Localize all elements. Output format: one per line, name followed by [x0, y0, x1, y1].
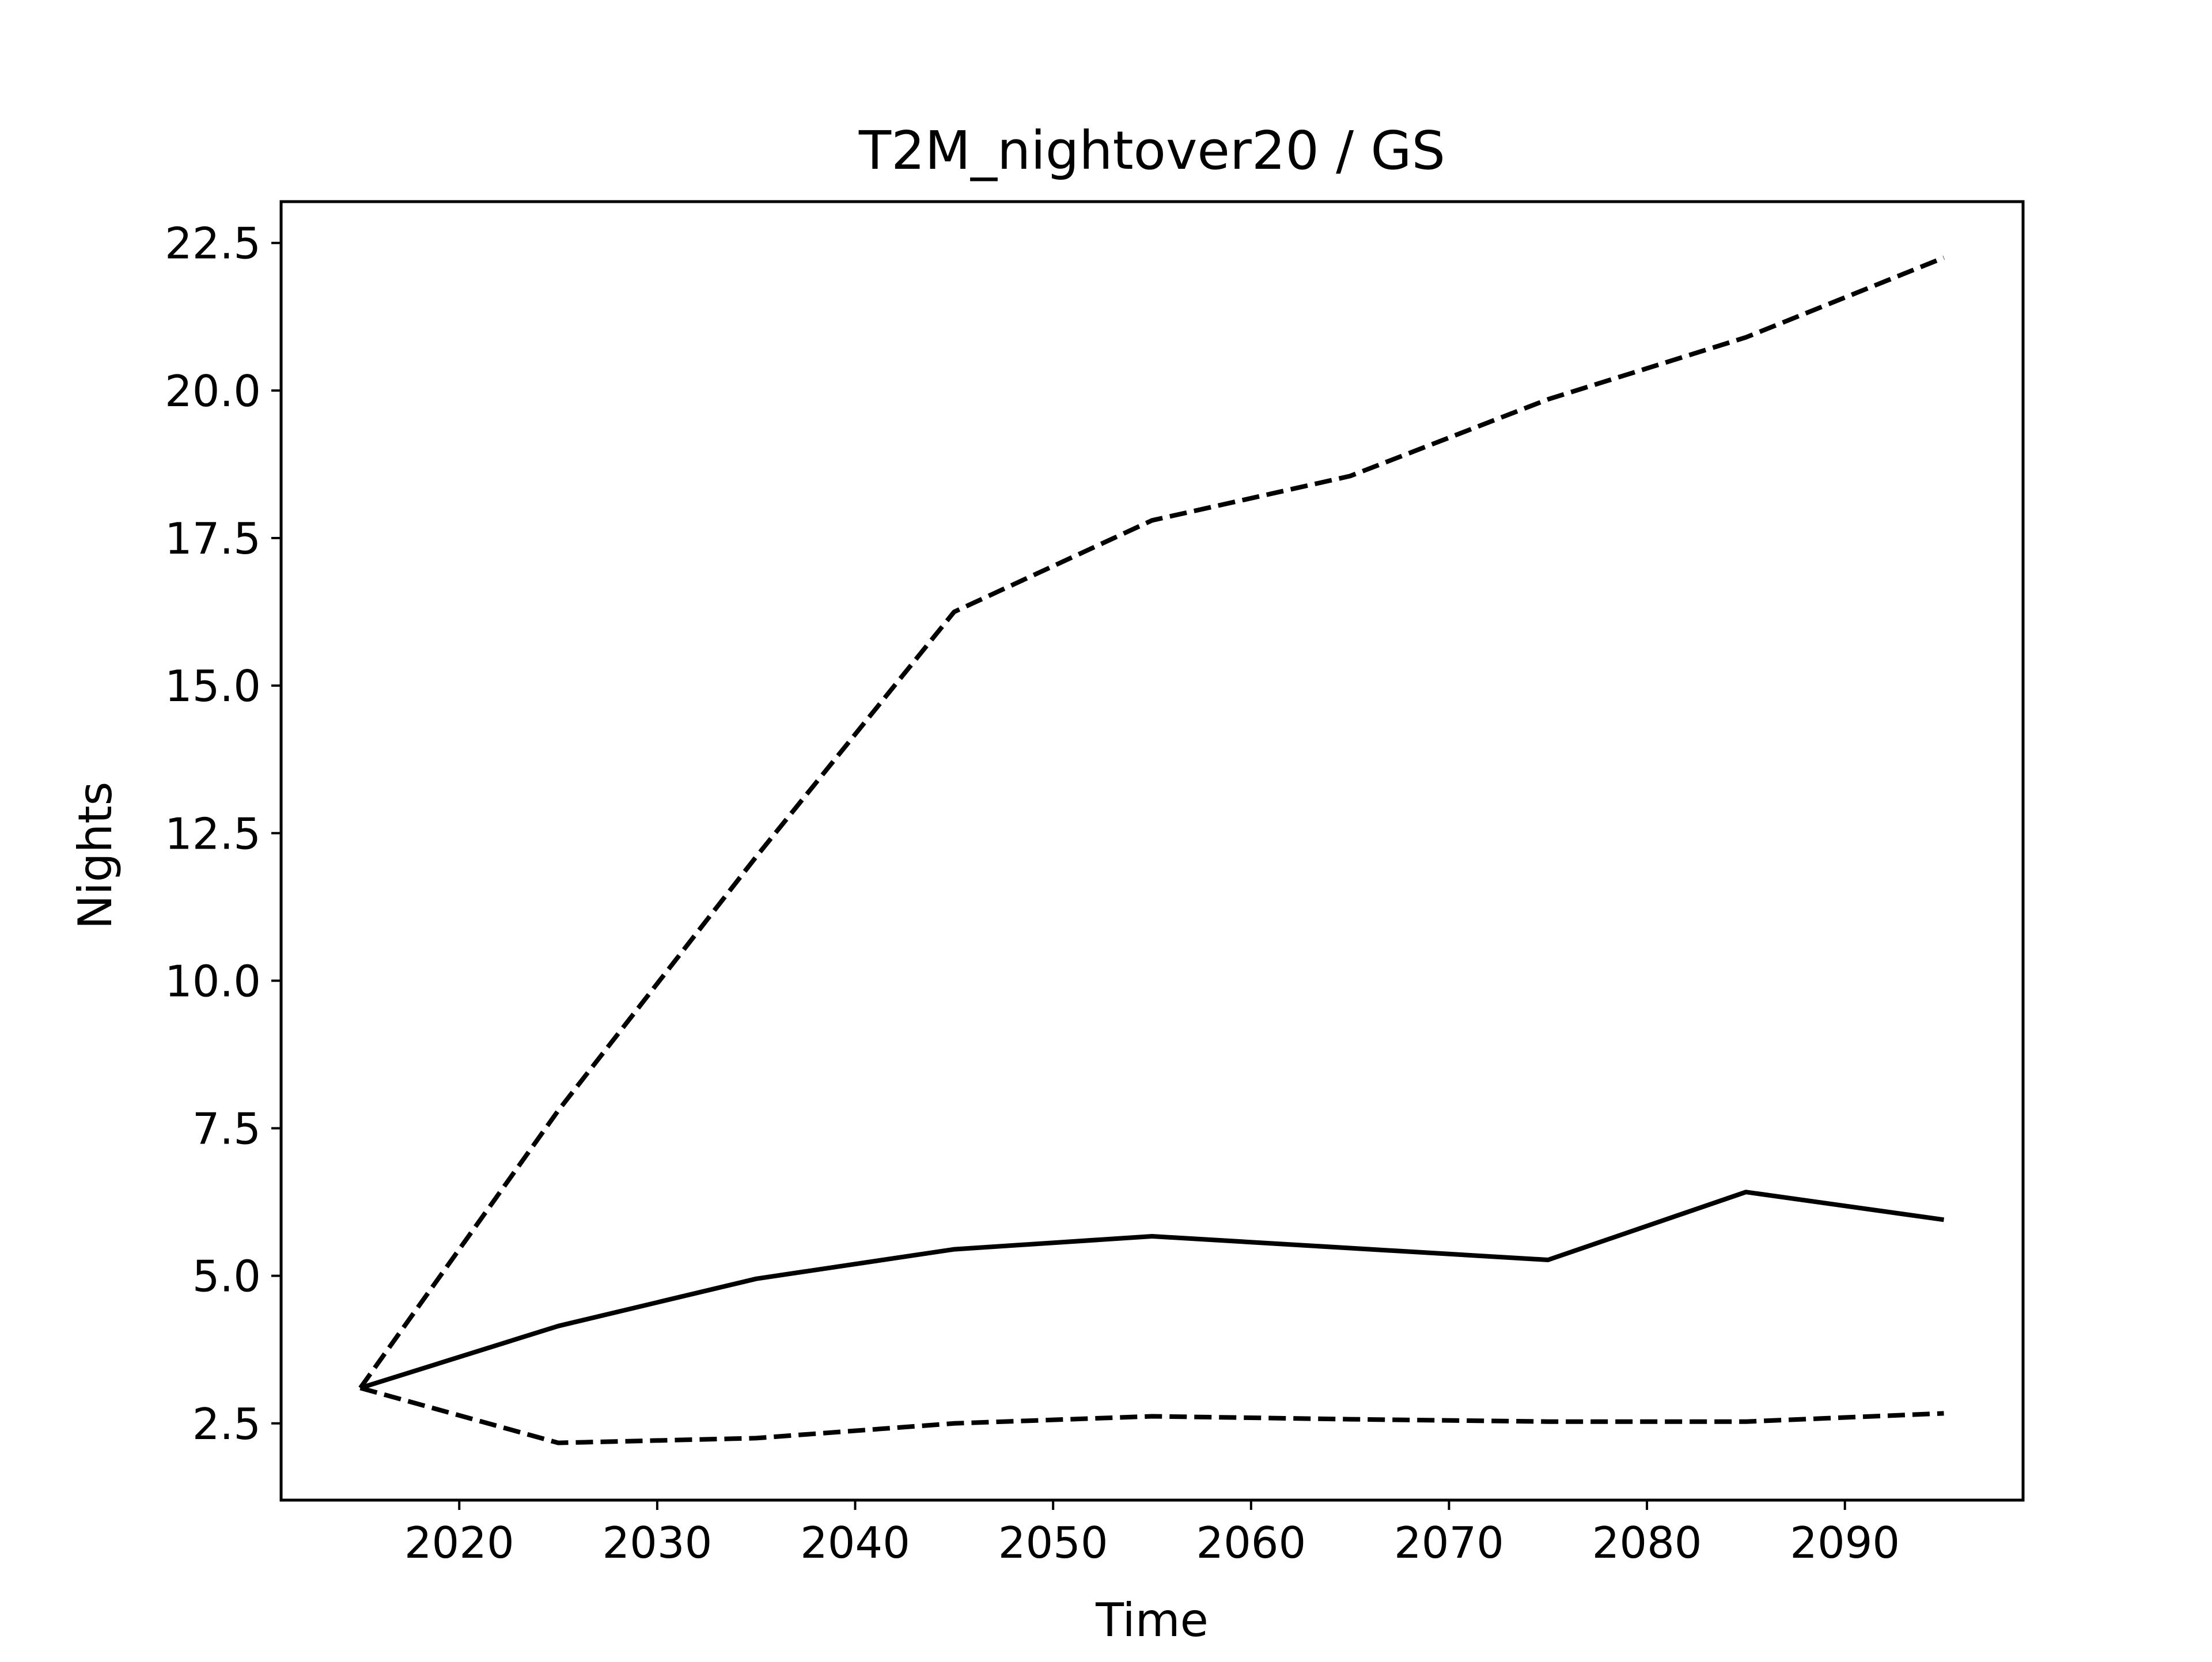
ticks-layer: 2020 2030 2040 2050 2060 2070 2080 2090 2.5 5.0 7.…: [165, 218, 1900, 1568]
chart-title: T2M_nightover20 / GS: [858, 120, 1445, 181]
x-tick-label: 2080: [1592, 1517, 1702, 1568]
y-axis-label: Nights: [69, 782, 122, 930]
x-axis-label: Time: [1095, 1593, 1209, 1647]
y-tick-label: 20.0: [165, 366, 261, 417]
y-tick-label: 15.0: [165, 661, 261, 711]
solid-series-line-0: [359, 1190, 1945, 1391]
y-tick-label: 22.5: [165, 218, 261, 269]
x-tick-label: 2070: [1394, 1517, 1504, 1568]
x-tick-label: 2040: [800, 1517, 910, 1568]
x-tick-label: 2050: [998, 1517, 1108, 1568]
y-tick-label: 7.5: [192, 1104, 261, 1154]
x-tick-label: 2060: [1196, 1517, 1306, 1568]
x-tick-label: 2030: [602, 1517, 712, 1568]
y-tick-label: 17.5: [165, 513, 261, 564]
dashed-series-line-1: [358, 255, 1945, 1390]
dashed-series-line-2: [359, 1385, 1944, 1445]
series-layer: [358, 255, 1945, 1445]
plot-frame: [279, 200, 2025, 1502]
y-tick-label: 12.5: [165, 808, 261, 859]
x-tick-label: 2090: [1790, 1517, 1900, 1568]
y-tick-label: 2.5: [192, 1399, 261, 1449]
y-tick-label: 10.0: [165, 956, 261, 1006]
y-tick-label: 5.0: [192, 1251, 261, 1302]
x-tick-label: 2020: [404, 1517, 514, 1568]
